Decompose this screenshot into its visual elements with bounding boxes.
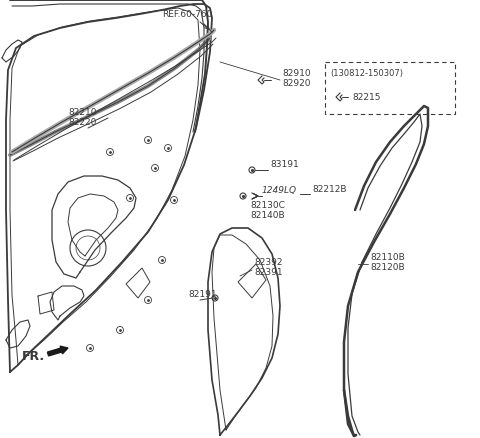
Text: 82220: 82220 bbox=[68, 118, 96, 127]
Text: 82212B: 82212B bbox=[312, 185, 347, 194]
Text: REF.60-760: REF.60-760 bbox=[162, 10, 212, 19]
Text: 82120B: 82120B bbox=[370, 263, 405, 272]
Text: 82110B: 82110B bbox=[370, 253, 405, 262]
Bar bbox=[325, 62, 455, 114]
Text: (130812-150307): (130812-150307) bbox=[330, 69, 403, 78]
Text: 82191: 82191 bbox=[188, 290, 216, 299]
Text: 82910: 82910 bbox=[282, 69, 311, 78]
Text: 82210: 82210 bbox=[68, 108, 96, 117]
Text: 82140B: 82140B bbox=[250, 211, 285, 220]
Text: 82391: 82391 bbox=[254, 268, 283, 277]
Text: 83191: 83191 bbox=[270, 160, 299, 169]
Text: 82215: 82215 bbox=[352, 93, 381, 102]
Text: 1249LQ: 1249LQ bbox=[262, 186, 297, 195]
Text: 82392: 82392 bbox=[254, 258, 283, 267]
Text: 82920: 82920 bbox=[282, 79, 311, 88]
FancyArrow shape bbox=[48, 346, 68, 356]
Text: FR.: FR. bbox=[22, 350, 45, 363]
Text: 82130C: 82130C bbox=[250, 201, 285, 210]
